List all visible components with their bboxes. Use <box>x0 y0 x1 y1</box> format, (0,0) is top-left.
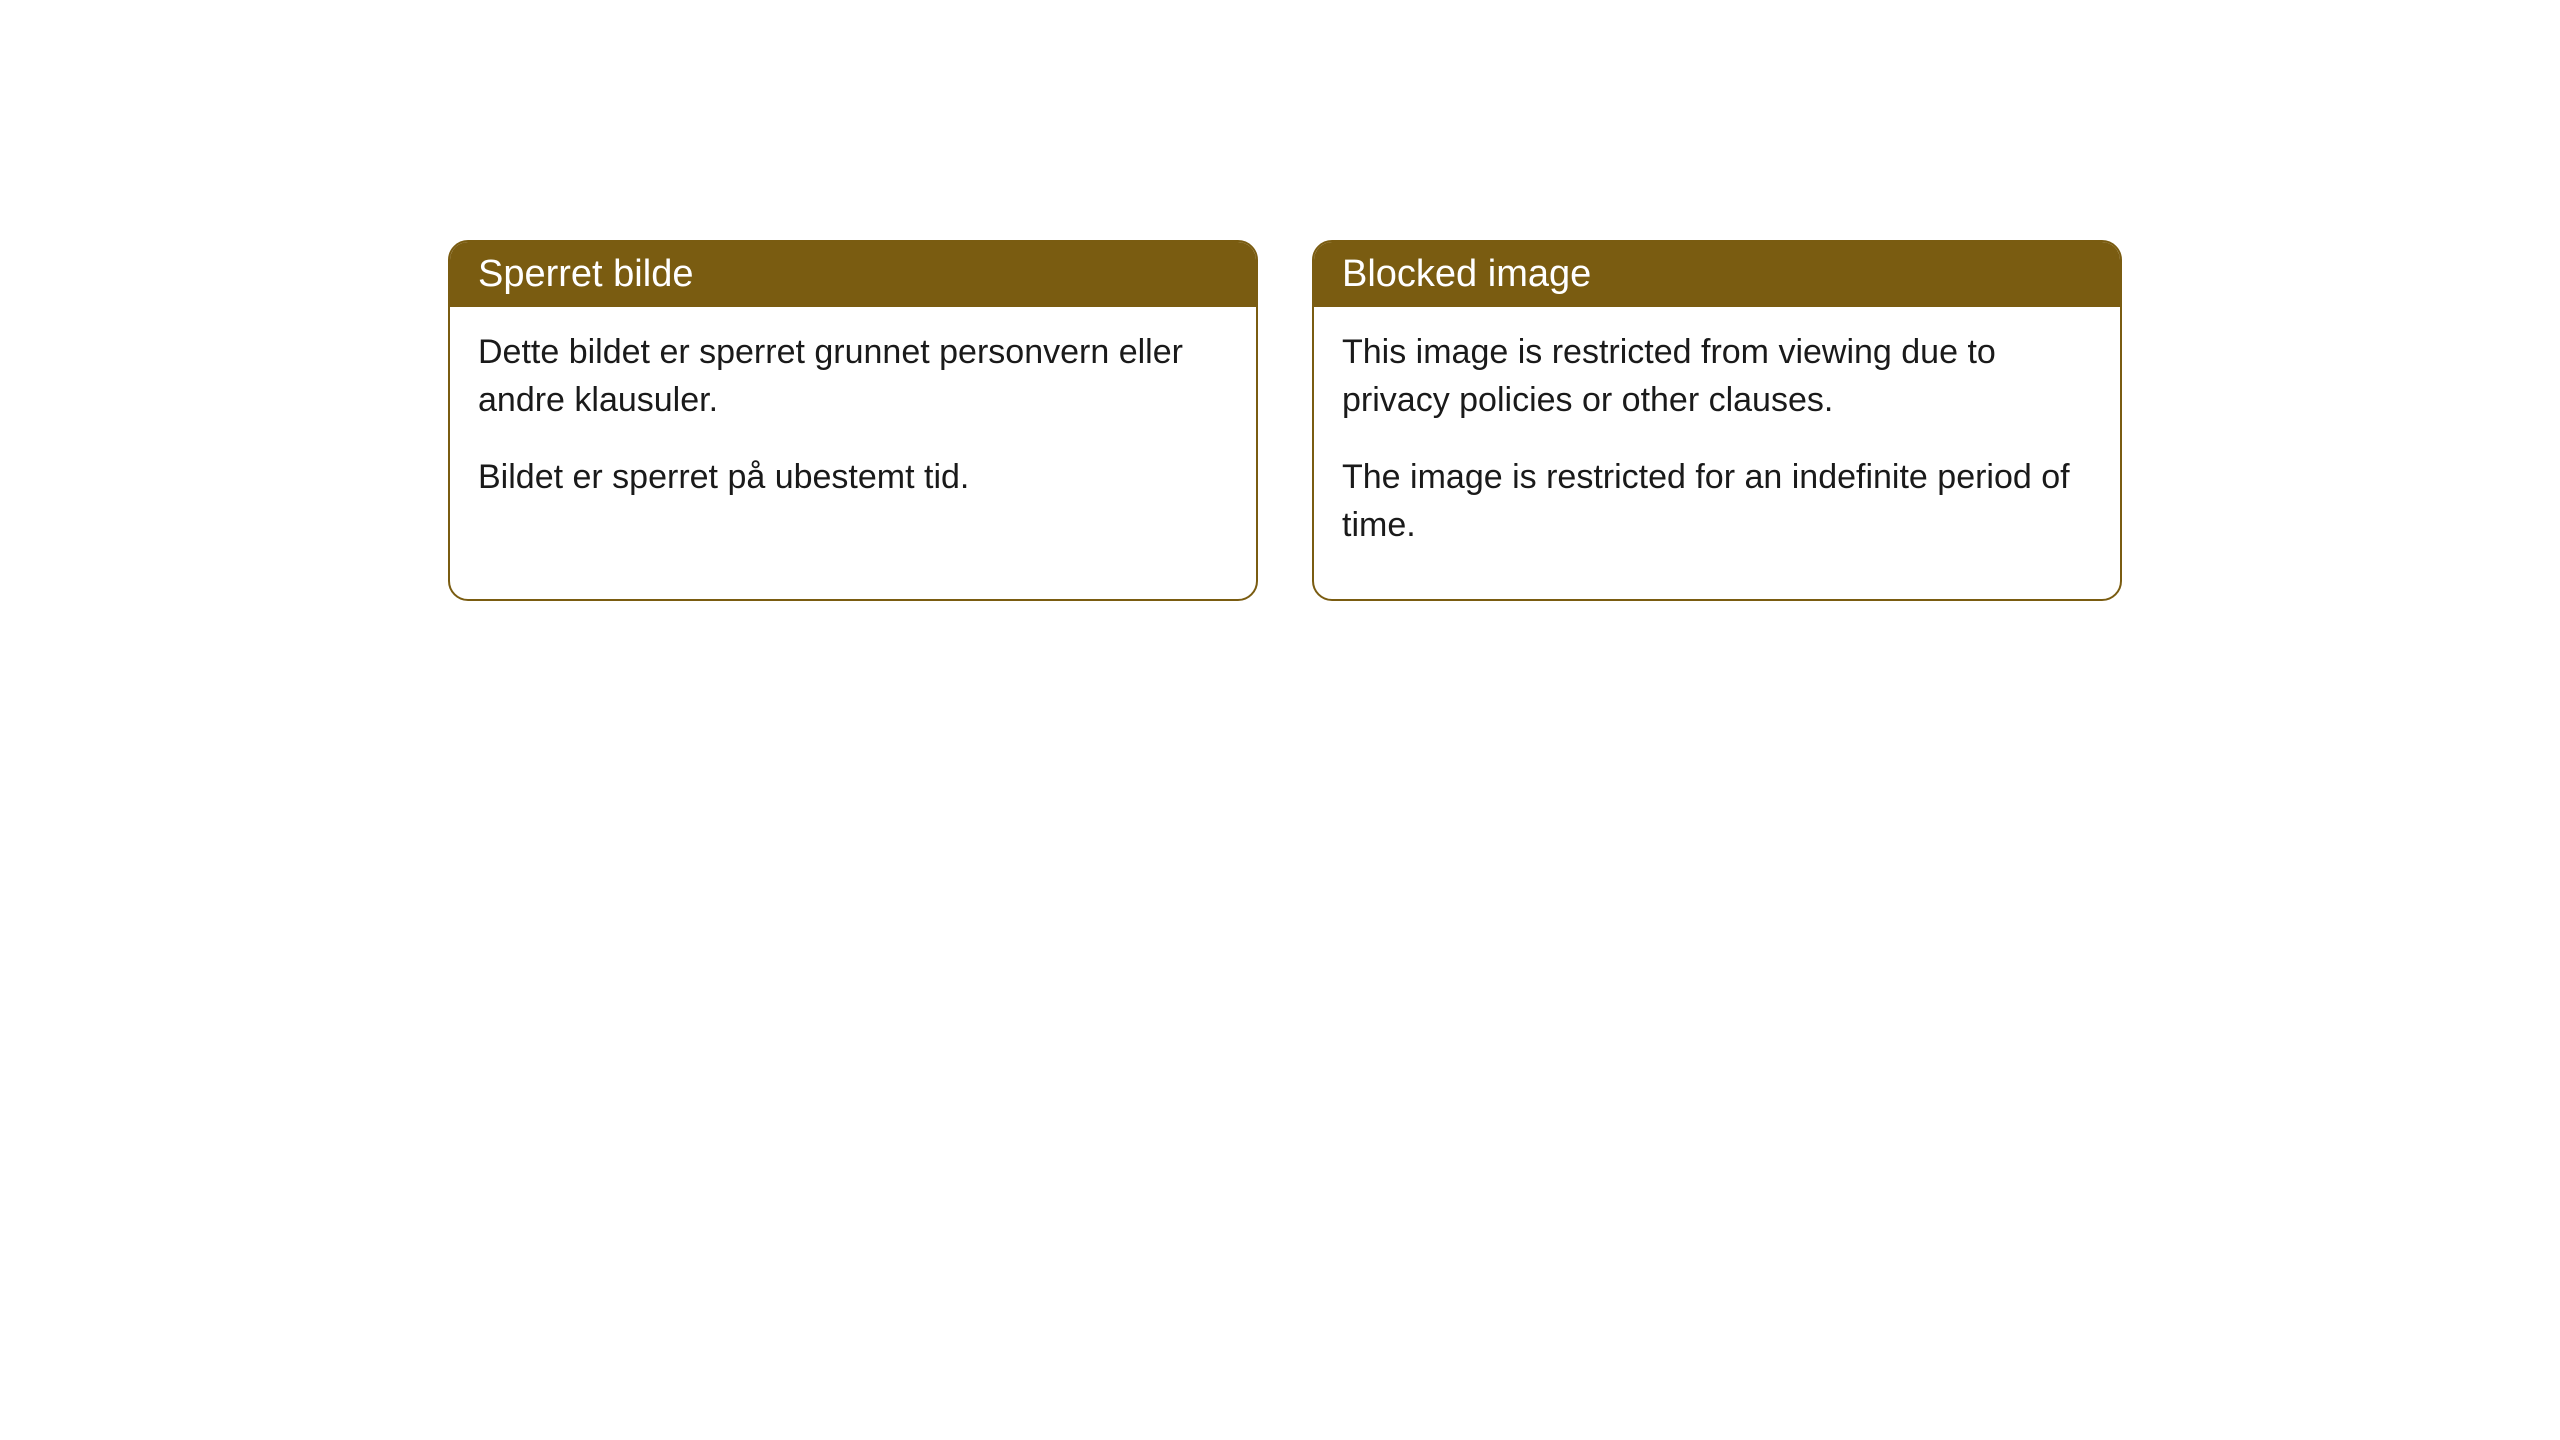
card-header-en: Blocked image <box>1314 242 2120 307</box>
card-paragraph-en-1: This image is restricted from viewing du… <box>1342 329 2092 424</box>
card-title-en: Blocked image <box>1342 253 1591 295</box>
card-paragraph-no-1: Dette bildet er sperret grunnet personve… <box>478 329 1228 424</box>
card-header-no: Sperret bilde <box>450 242 1256 307</box>
card-paragraph-no-2: Bildet er sperret på ubestemt tid. <box>478 454 1228 502</box>
blocked-image-card-en: Blocked image This image is restricted f… <box>1312 240 2122 601</box>
card-title-no: Sperret bilde <box>478 253 693 295</box>
card-body-no: Dette bildet er sperret grunnet personve… <box>450 307 1256 552</box>
blocked-image-card-no: Sperret bilde Dette bildet er sperret gr… <box>448 240 1258 601</box>
card-body-en: This image is restricted from viewing du… <box>1314 307 2120 599</box>
cards-container: Sperret bilde Dette bildet er sperret gr… <box>448 240 2122 601</box>
card-paragraph-en-2: The image is restricted for an indefinit… <box>1342 454 2092 549</box>
